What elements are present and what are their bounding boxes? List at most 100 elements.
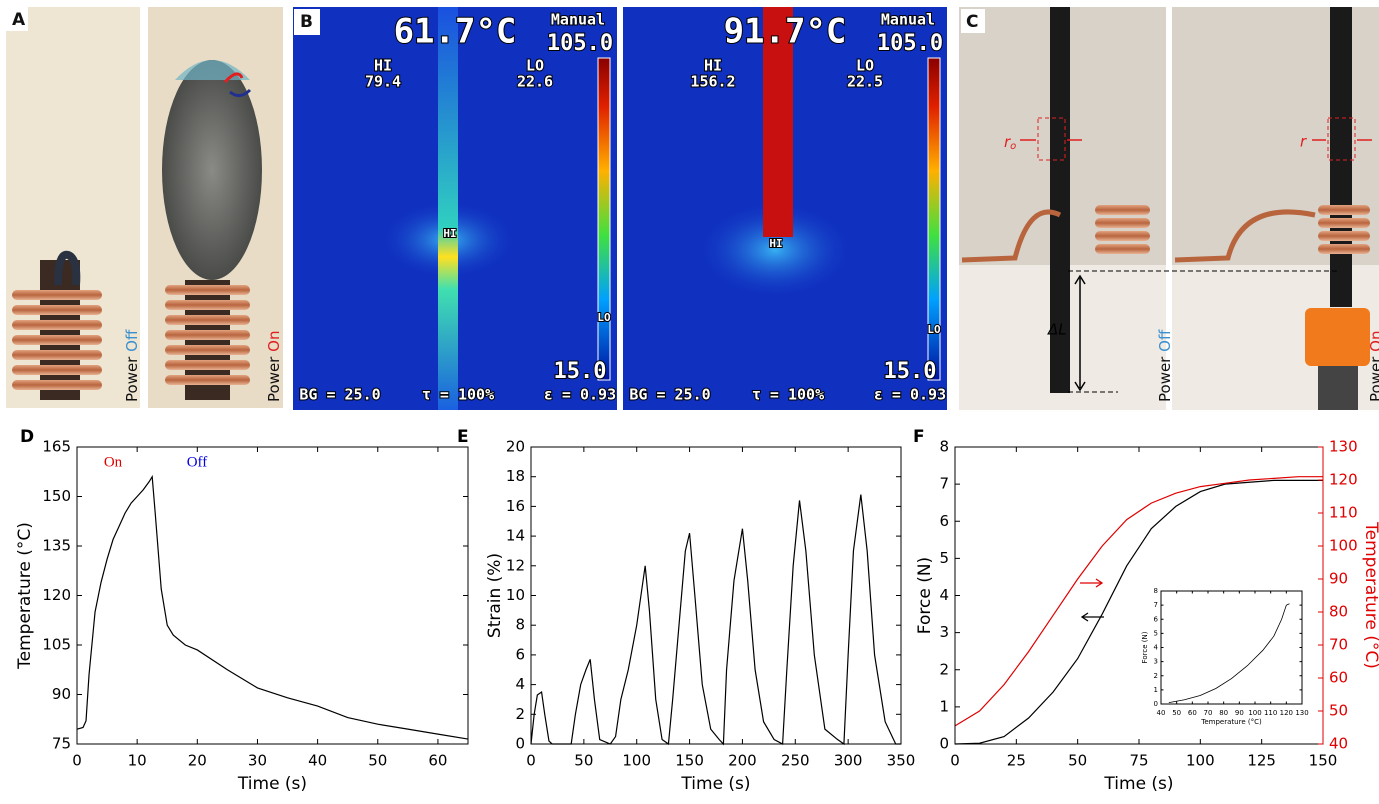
y-axis-title: Force (N)	[1141, 631, 1149, 663]
x-tick-label: 250	[781, 752, 810, 770]
emissivity: ε = 0.93	[874, 386, 946, 404]
x-tick-label: 300	[834, 752, 863, 770]
x-tick-label: 100	[1186, 752, 1215, 770]
x-tick-label: 40	[1157, 709, 1166, 717]
y-tick-label: 20	[506, 438, 525, 456]
y-tick-label: 5	[939, 549, 949, 567]
x-tick-label: 50	[1068, 752, 1087, 770]
mode: Manual	[551, 11, 605, 29]
x-tick-label: 25	[1007, 752, 1026, 770]
panel-label: B	[300, 12, 313, 32]
x-axis-title: Temperature (°C)	[1200, 718, 1262, 726]
series	[1168, 603, 1290, 703]
bar-marker: LO	[927, 323, 941, 336]
y-axis-title: Force (N)	[915, 557, 935, 634]
y-tick-label: 2	[1154, 672, 1158, 680]
line	[954, 476, 1323, 727]
y2-tick-label: 120	[1329, 471, 1358, 489]
caption-word: Power	[265, 356, 283, 402]
radius-label: ro	[1004, 133, 1016, 153]
x-tick-label: 0	[72, 752, 82, 770]
y-tick-label: 1	[1154, 686, 1158, 694]
panel-label: C	[966, 12, 978, 32]
y-tick-label: 3	[939, 623, 949, 641]
x-tick-label: 80	[1219, 709, 1228, 717]
y-tick-label: 4	[939, 586, 949, 604]
y-tick-label: 150	[42, 487, 71, 505]
y2-tick-label: 50	[1329, 702, 1348, 720]
y-axis-title: Temperature (°C)	[15, 522, 35, 670]
x-tick-label: 30	[248, 752, 267, 770]
thermal-readout: 91.7°C Manual 105.0 HI 156.2 LO 22.5 15.…	[628, 10, 947, 405]
radius-symbol: r	[1004, 133, 1011, 151]
radius-label: r	[1300, 133, 1307, 151]
annotation: On	[104, 454, 123, 470]
y-tick-label: 4	[1154, 644, 1159, 652]
panel-label: A	[12, 10, 26, 30]
panel-label: E	[457, 427, 469, 447]
x-tick-label: 90	[1235, 709, 1244, 717]
y-tick-label: 12	[506, 556, 525, 574]
temperature: 61.7°C	[394, 12, 517, 52]
background-temp: BG = 25.0	[299, 386, 380, 404]
axis-arrow	[1080, 578, 1104, 588]
y-tick-label: 10	[506, 586, 525, 604]
x-tick-label: 130	[1295, 709, 1308, 717]
x-tick-label: 0	[950, 752, 960, 770]
scale-max: 105.0	[547, 31, 613, 56]
y-tick-label: 6	[1154, 615, 1159, 623]
temperature: 91.7°C	[724, 12, 847, 52]
x-tick-label: 40	[308, 752, 327, 770]
caption-word: Power	[1156, 356, 1174, 402]
x-tick-label: 350	[887, 752, 916, 770]
x-tick-label: 20	[188, 752, 207, 770]
y-tick-label: 2	[939, 660, 949, 678]
y-tick-label: 16	[506, 497, 525, 515]
caption-state: Off	[123, 329, 141, 352]
x-tick-label: 120	[1280, 709, 1293, 717]
caption-state: Off	[1156, 329, 1174, 352]
y-tick-label: 75	[52, 735, 71, 753]
panel-a: A Power Off Power On	[6, 7, 283, 408]
x-axis-title: Time (s)	[1103, 774, 1173, 794]
y2-tick-label: 130	[1329, 438, 1358, 456]
length-change: ΔL	[1047, 321, 1067, 339]
x-tick-label: 70	[1204, 709, 1213, 717]
hi-value: 156.2	[690, 73, 735, 91]
y-tick-label: 8	[939, 438, 949, 456]
y-tick-label: 14	[506, 527, 525, 545]
y2-tick-label: 90	[1329, 570, 1348, 588]
mode: Manual	[881, 11, 935, 29]
plot-frame	[76, 446, 469, 745]
emissivity: ε = 0.93	[544, 386, 616, 404]
panel-c: ro ΔL C Power Off r Power On	[959, 7, 1379, 410]
y-tick-label: 90	[52, 685, 71, 703]
x-tick-label: 60	[1188, 709, 1197, 717]
caption-state: On	[265, 331, 283, 352]
x-tick-label: 100	[622, 752, 651, 770]
x-tick-label: 150	[675, 752, 704, 770]
thermal-readout: 61.7°C Manual 105.0 HI 79.4 LO 22.6 15.0…	[298, 10, 617, 405]
series	[76, 474, 469, 740]
caption: Power On	[1367, 331, 1379, 402]
hi-label: HI	[374, 57, 392, 75]
y-tick-label: 7	[939, 475, 949, 493]
y2-tick-label: 80	[1329, 603, 1348, 621]
series	[954, 476, 1323, 745]
y-tick-label: 18	[506, 467, 525, 485]
x-axis-title: Time (s)	[237, 774, 307, 794]
y-tick-label: 0	[1154, 700, 1158, 708]
scale-min: 15.0	[884, 359, 937, 384]
background-temp: BG = 25.0	[629, 386, 710, 404]
line	[530, 494, 901, 746]
x-tick-label: 150	[1309, 752, 1338, 770]
hi-label: HI	[704, 57, 722, 75]
y-tick-label: 3	[1154, 658, 1158, 666]
transmission: τ = 100%	[752, 386, 824, 404]
radius-subscript: o	[1010, 141, 1016, 152]
lo-label: LO	[856, 57, 874, 75]
y-tick-label: 7	[1154, 601, 1158, 609]
hotspot-marker: HI	[769, 237, 782, 250]
x-tick-label: 125	[1247, 752, 1276, 770]
